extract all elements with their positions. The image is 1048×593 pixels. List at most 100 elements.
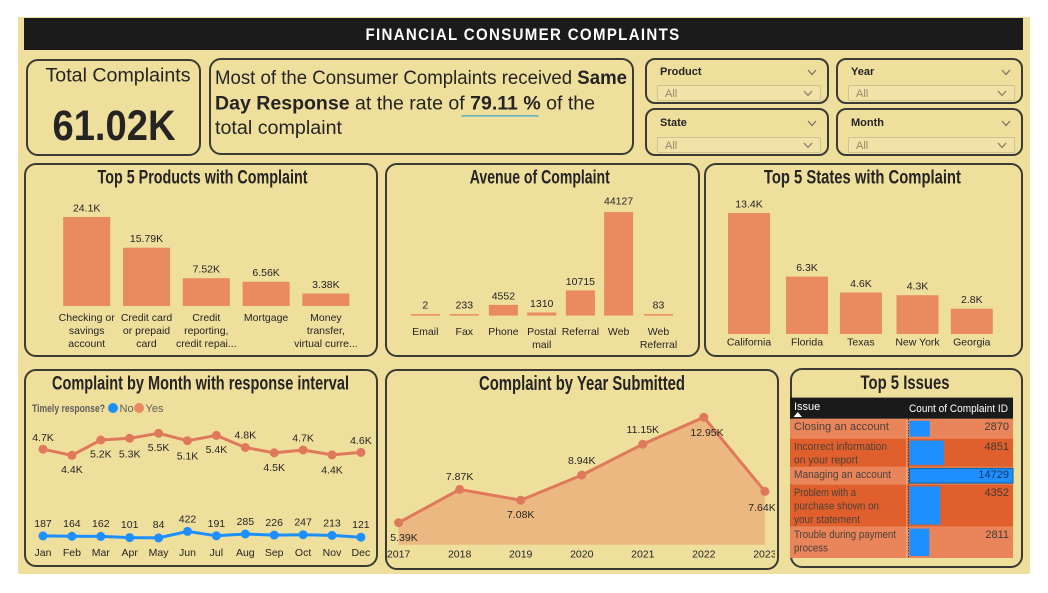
- svg-text:Jan: Jan: [35, 547, 52, 559]
- svg-text:4352: 4352: [985, 487, 1009, 499]
- svg-text:422: 422: [179, 513, 197, 525]
- svg-text:2022: 2022: [692, 549, 716, 561]
- svg-text:7.52K: 7.52K: [193, 264, 220, 276]
- svg-text:FINANCIAL CONSUMER COMPLAINTS: FINANCIAL CONSUMER COMPLAINTS: [366, 25, 681, 44]
- svg-text:213: 213: [323, 517, 341, 529]
- svg-text:May: May: [149, 547, 170, 559]
- svg-text:Phone: Phone: [488, 326, 519, 338]
- svg-text:Problem with a: Problem with a: [794, 487, 857, 499]
- svg-text:10715: 10715: [566, 276, 595, 288]
- svg-text:3.38K: 3.38K: [312, 279, 339, 291]
- svg-text:your statement: your statement: [794, 514, 860, 526]
- svg-text:6.3K: 6.3K: [796, 262, 818, 274]
- svg-text:Mar: Mar: [92, 547, 111, 559]
- svg-text:5.4K: 5.4K: [206, 444, 228, 456]
- svg-text:Mortgage: Mortgage: [244, 312, 289, 324]
- svg-text:11.15K: 11.15K: [627, 424, 660, 436]
- svg-text:Top 5 Products with Complaint: Top 5 Products with Complaint: [98, 167, 309, 188]
- svg-text:Top 5 Issues: Top 5 Issues: [861, 373, 950, 394]
- svg-text:7.08K: 7.08K: [507, 509, 534, 521]
- svg-text:121: 121: [352, 519, 370, 531]
- svg-text:New York: New York: [895, 337, 940, 349]
- svg-text:Jun: Jun: [179, 547, 196, 559]
- svg-text:total complaint: total complaint: [215, 118, 343, 139]
- svg-text:transfer,: transfer,: [307, 325, 345, 337]
- svg-text:Avenue of Complaint: Avenue of Complaint: [470, 167, 610, 188]
- svg-text:Complaint by Year Submitted: Complaint by Year Submitted: [479, 373, 685, 395]
- svg-text:4.6K: 4.6K: [850, 278, 872, 290]
- svg-text:4552: 4552: [492, 290, 516, 302]
- svg-text:164: 164: [63, 518, 81, 530]
- svg-text:Feb: Feb: [63, 547, 81, 559]
- svg-text:83: 83: [653, 300, 665, 312]
- svg-text:account: account: [68, 338, 105, 350]
- svg-text:4.4K: 4.4K: [321, 464, 343, 476]
- svg-text:Oct: Oct: [295, 547, 311, 559]
- svg-text:Count of Complaint ID: Count of Complaint ID: [909, 403, 1008, 415]
- svg-text:2017: 2017: [387, 549, 411, 561]
- svg-text:2.8K: 2.8K: [961, 294, 983, 306]
- svg-text:Closing an account: Closing an account: [794, 421, 889, 433]
- svg-text:Complaint by Month with respon: Complaint by Month with response interva…: [52, 374, 349, 395]
- svg-text:Total Complaints: Total Complaints: [46, 66, 191, 87]
- svg-text:Credit: Credit: [192, 312, 220, 324]
- svg-text:Sep: Sep: [265, 547, 284, 559]
- svg-text:Managing an account: Managing an account: [794, 469, 891, 481]
- svg-text:285: 285: [237, 516, 255, 528]
- svg-text:Aug: Aug: [236, 547, 255, 559]
- svg-text:12.95K: 12.95K: [690, 427, 723, 439]
- svg-text:61.02K: 61.02K: [53, 102, 176, 150]
- svg-text:No: No: [120, 403, 134, 415]
- svg-text:Day Response at the rate of 79: Day Response at the rate of 79.11 % of t…: [215, 94, 595, 115]
- svg-text:2020: 2020: [570, 549, 594, 561]
- svg-text:5.3K: 5.3K: [119, 449, 141, 461]
- svg-text:mail: mail: [532, 339, 551, 351]
- svg-text:4.8K: 4.8K: [234, 429, 256, 441]
- svg-text:savings: savings: [69, 325, 105, 337]
- svg-text:247: 247: [294, 517, 312, 529]
- svg-text:Postal: Postal: [527, 326, 556, 338]
- svg-text:card: card: [136, 338, 157, 350]
- svg-text:California: California: [727, 337, 772, 349]
- svg-text:Florida: Florida: [791, 337, 823, 349]
- svg-text:Texas: Texas: [847, 337, 874, 349]
- svg-text:Email: Email: [412, 326, 438, 338]
- svg-text:Money: Money: [310, 312, 342, 324]
- svg-text:2811: 2811: [985, 529, 1009, 541]
- svg-text:24.1K: 24.1K: [73, 202, 100, 214]
- svg-text:Jul: Jul: [210, 547, 223, 559]
- svg-text:2021: 2021: [631, 549, 655, 561]
- svg-text:credit repai...: credit repai...: [176, 338, 237, 350]
- svg-text:Web: Web: [608, 326, 630, 338]
- svg-text:Yes: Yes: [146, 403, 164, 415]
- svg-text:84: 84: [153, 519, 165, 531]
- svg-text:Credit card: Credit card: [121, 312, 173, 324]
- svg-text:process: process: [794, 543, 828, 555]
- svg-text:4851: 4851: [985, 441, 1009, 453]
- svg-text:4.4K: 4.4K: [61, 464, 83, 476]
- svg-text:Most of the Consumer Complaint: Most of the Consumer Complaints received…: [215, 68, 627, 89]
- svg-text:4.5K: 4.5K: [263, 462, 285, 474]
- svg-text:162: 162: [92, 518, 110, 530]
- svg-text:4.3K: 4.3K: [907, 281, 929, 293]
- svg-text:2870: 2870: [985, 421, 1009, 433]
- svg-text:virtual curre...: virtual curre...: [294, 338, 358, 350]
- svg-text:7.64K: 7.64K: [748, 502, 775, 514]
- svg-text:reporting,: reporting,: [184, 325, 228, 337]
- svg-text:2018: 2018: [448, 549, 472, 561]
- svg-text:5.5K: 5.5K: [148, 442, 170, 454]
- svg-text:Issue: Issue: [794, 401, 820, 413]
- svg-text:7.87K: 7.87K: [446, 471, 473, 483]
- svg-text:4.6K: 4.6K: [350, 435, 372, 447]
- svg-text:44127: 44127: [604, 196, 633, 208]
- svg-text:187: 187: [34, 518, 52, 530]
- svg-text:226: 226: [265, 517, 283, 529]
- svg-text:101: 101: [121, 519, 139, 531]
- svg-text:2: 2: [422, 300, 428, 312]
- svg-text:Georgia: Georgia: [953, 337, 991, 349]
- svg-text:233: 233: [456, 300, 474, 312]
- svg-text:Web: Web: [648, 326, 670, 338]
- svg-text:15.79K: 15.79K: [130, 233, 163, 245]
- svg-text:Timely response?: Timely response?: [32, 403, 105, 415]
- svg-text:Referral: Referral: [562, 326, 599, 338]
